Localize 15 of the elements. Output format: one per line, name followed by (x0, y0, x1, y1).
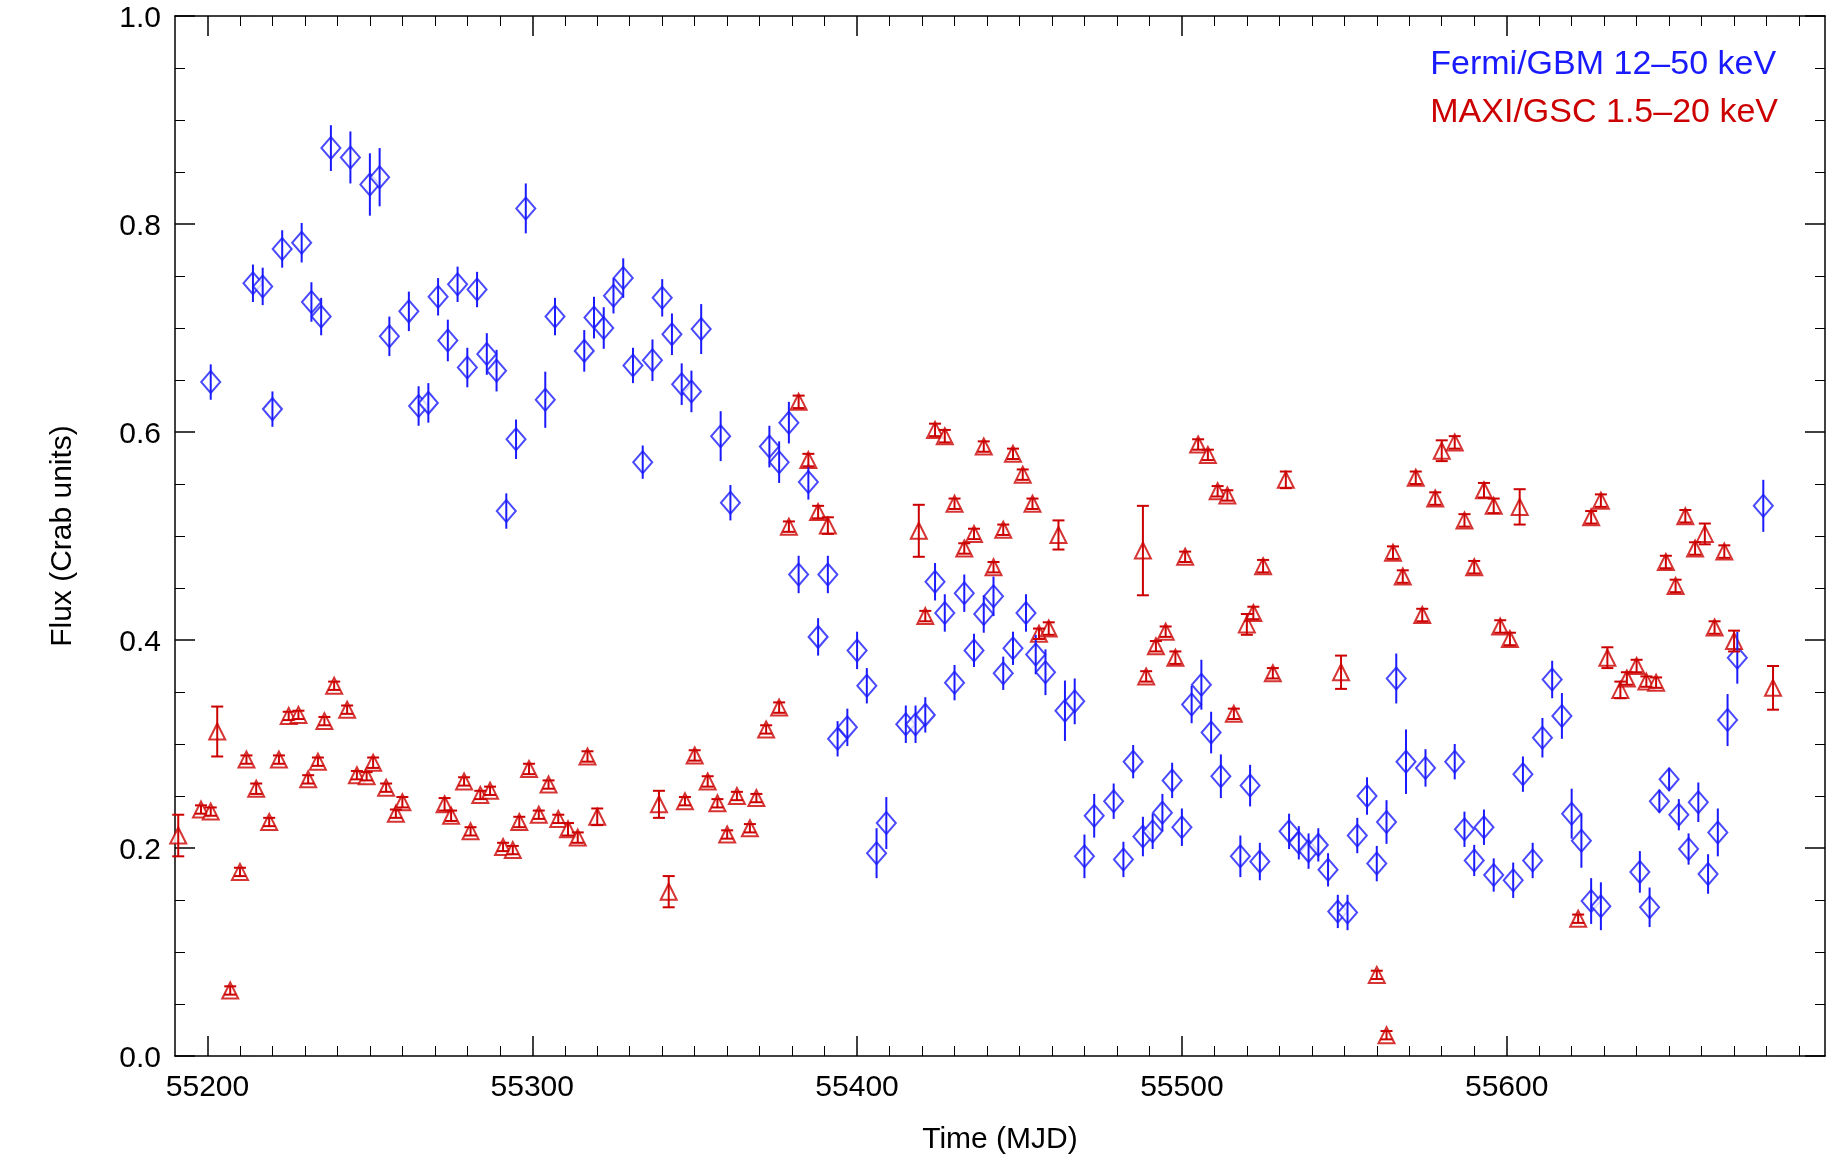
y-tick-label: 0.6 (119, 415, 161, 449)
y-tick-label: 0.2 (119, 831, 161, 865)
y-axis-title: Flux (Crab units) (43, 425, 77, 647)
text: Fermi/GBM 12–50 keV (1430, 43, 1777, 81)
x-tick-label: 55600 (1464, 1068, 1549, 1102)
x-axis-title: Time (MJD) (922, 1120, 1078, 1154)
y-tick-label: 0.0 (119, 1039, 161, 1073)
x-tick-label: 55500 (1140, 1068, 1224, 1102)
x-tick-label: 55200 (165, 1068, 250, 1102)
x-tick-label: 55300 (490, 1068, 574, 1102)
y-tick-label: 1.0 (119, 0, 161, 33)
y-tick-label: 0.8 (119, 207, 161, 241)
x-tick-label: 55400 (815, 1068, 899, 1102)
y-tick-label: 0.4 (119, 623, 161, 657)
text: MAXI/GSC 1.5–20 keV (1430, 91, 1779, 129)
